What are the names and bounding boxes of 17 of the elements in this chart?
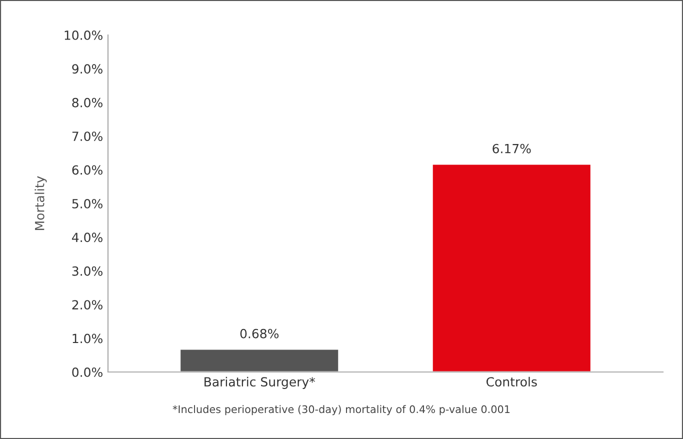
y-tick-label: 1.0% — [72, 334, 102, 344]
text: *Includes perioperative (30-day) mortality of 0.4% p-value 0.001 — [172, 405, 510, 416]
y-tick-label: 5.0% — [72, 198, 102, 208]
y-tick-label: 4.0% — [72, 232, 102, 242]
y-tick-label: 2.0% — [72, 300, 102, 310]
x-tick-label: Controls — [486, 376, 537, 387]
data-label: 0.68% — [240, 328, 279, 338]
y-tick-label: 10.0% — [64, 30, 102, 40]
y-tick-label: 3.0% — [72, 266, 102, 276]
y-tick-label: 9.0% — [72, 64, 102, 74]
y-tick-label: 8.0% — [72, 98, 102, 108]
x-tick-label: Bariatric Surgery* — [204, 376, 316, 389]
y-axis-title: Mortality — [34, 176, 47, 230]
y-tick-label: 6.0% — [72, 165, 102, 175]
y-tick-label: 7.0% — [72, 132, 102, 142]
y-tick-label: 0.0% — [72, 367, 102, 377]
data-label: 6.17% — [492, 144, 531, 154]
